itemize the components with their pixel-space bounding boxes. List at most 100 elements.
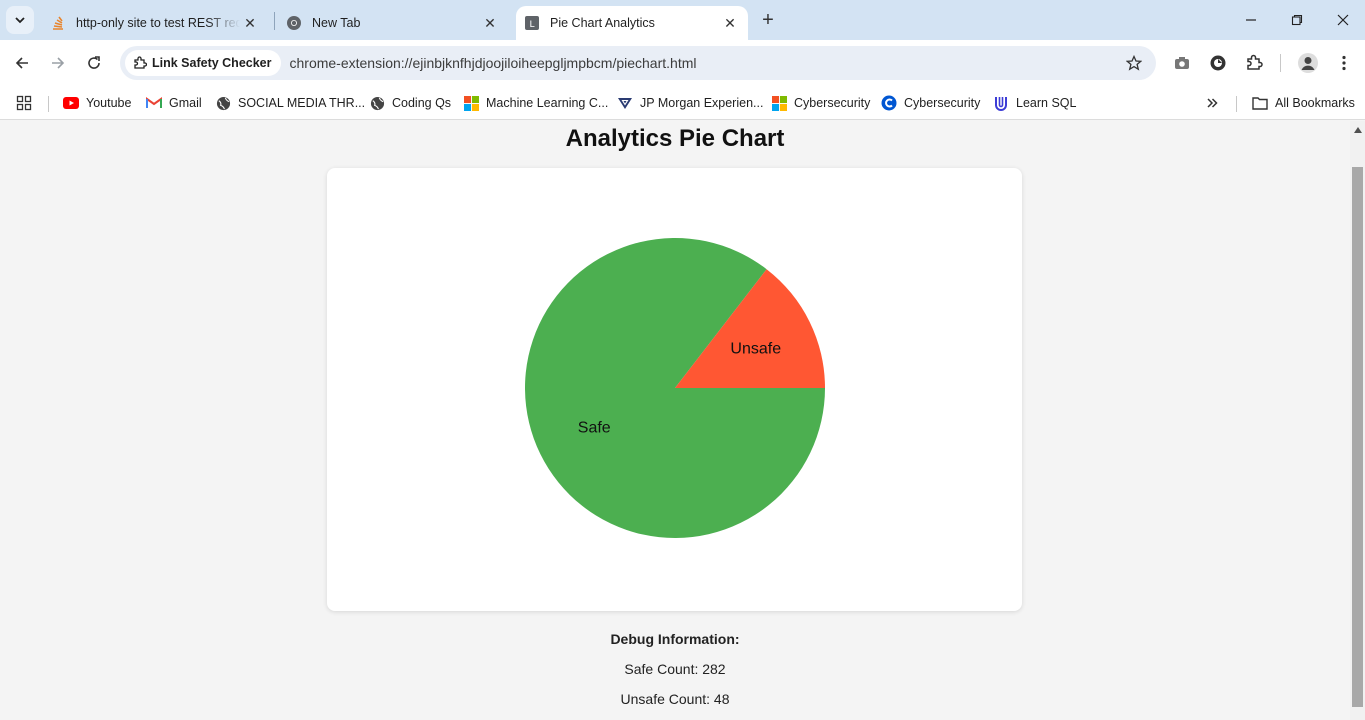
tab-pie-chart-analytics[interactable]: L Pie Chart Analytics ✕ [516,6,748,40]
bookmark-label: SOCIAL MEDIA THR... [238,96,366,110]
apps-button[interactable] [16,92,39,114]
close-icon[interactable]: ✕ [244,14,256,31]
bookmark-label: Gmail [169,96,202,110]
extension-chip-label: Link Safety Checker [152,56,272,70]
bookmark-cybersecurity-ms[interactable]: Cybersecurity [771,92,870,114]
stack-icon [50,15,66,31]
bookmark-social-media[interactable]: SOCIAL MEDIA THR... [215,92,365,114]
extension-chip[interactable]: Link Safety Checker [125,50,281,76]
globe-icon [369,95,385,111]
toolbar: Link Safety Checker chrome-extension://e… [0,40,1365,86]
star-icon [1126,55,1142,71]
scrollbar-thumb[interactable] [1352,167,1363,707]
close-window-button[interactable] [1320,0,1365,40]
extension-button[interactable] [1206,51,1230,75]
microsoft-icon [771,95,787,111]
pie-chart: Safe Unsafe [525,238,825,538]
reload-icon [88,56,100,69]
arrow-left-icon [15,57,28,69]
reload-button[interactable] [80,49,108,77]
bookmark-machine-learning[interactable]: Machine Learning C... [463,92,608,114]
pie-slice-unsafe[interactable] [675,269,825,388]
toolbar-separator [1280,54,1281,72]
bookmark-learn-sql[interactable]: Learn SQL [993,92,1076,114]
bookmark-label: Learn SQL [1016,96,1077,110]
bookmarks-bar: Youtube Gmail SOCIAL MEDIA THR... Coding… [0,86,1365,120]
microsoft-icon [463,95,479,111]
back-button[interactable] [8,49,36,77]
safe-count: Safe Count: 282 [624,661,726,677]
tab-new-tab[interactable]: New Tab ✕ [278,6,510,40]
page-content: Analytics Pie Chart Safe Unsafe Debug Inf… [0,121,1350,720]
camera-icon [1175,57,1189,69]
pie-slice-safe[interactable] [525,238,825,538]
profile-button[interactable] [1296,51,1320,75]
letter-l-icon: L [524,15,540,31]
pie-label-unsafe: Unsafe [730,340,781,357]
close-icon[interactable]: ✕ [484,14,496,31]
arrow-right-icon [52,57,65,69]
bookmark-separator [1236,96,1237,112]
bookmark-label: Youtube [86,96,132,110]
bookmark-gmail[interactable]: Gmail [146,92,202,114]
close-icon [1337,14,1349,26]
minimize-icon [1246,19,1256,21]
restore-icon [1291,14,1303,26]
tab-search-button[interactable] [6,6,34,34]
unsafe-count: Unsafe Count: 48 [620,691,730,707]
avatar-icon [1298,53,1318,73]
chrome-icon [286,15,302,31]
extensions-menu-button[interactable] [1242,51,1266,75]
bookmark-label: Cybersecurity [904,96,981,110]
bookmark-jp-morgan[interactable]: JP Morgan Experien... [617,92,763,114]
minimize-button[interactable] [1228,0,1274,40]
bookmark-label: JP Morgan Experien... [640,96,764,110]
scrollbar[interactable] [1350,121,1365,720]
chart-card: Safe Unsafe [327,168,1022,611]
triangle-up-icon [1353,126,1362,133]
globe-icon [215,95,231,111]
coursera-icon [881,95,897,111]
debug-heading: Debug Information: [610,631,740,647]
tab-title: http-only site to test REST reque [76,16,240,30]
bookmark-separator [48,96,49,112]
bookmark-youtube[interactable]: Youtube [63,92,131,114]
all-bookmarks-label: All Bookmarks [1275,96,1355,110]
chevron-double-right-icon [1204,95,1220,111]
address-bar[interactable]: Link Safety Checker chrome-extension://e… [120,46,1156,80]
new-tab-button[interactable]: + [762,8,774,31]
restore-button[interactable] [1274,0,1320,40]
svg-text:L: L [529,20,534,30]
bookmark-label: Cybersecurity [794,96,871,110]
screenshot-button[interactable] [1170,51,1194,75]
gmail-icon [146,95,162,111]
tab-separator [274,12,275,30]
forward-button[interactable] [44,49,72,77]
close-icon[interactable]: ✕ [724,14,736,31]
udacity-icon [993,95,1009,111]
menu-button[interactable] [1332,51,1356,75]
all-bookmarks-button[interactable]: All Bookmarks [1252,92,1355,114]
bookmark-label: Coding Qs [392,96,452,110]
youtube-icon [63,95,79,111]
folder-icon [1252,95,1268,111]
puzzle-icon [133,56,147,70]
page-title: Analytics Pie Chart [565,125,785,152]
bookmark-star-button[interactable] [1124,53,1144,73]
scroll-up-button[interactable] [1350,121,1365,138]
bookmark-label: Machine Learning C... [486,96,609,110]
chevron-down-icon [15,17,25,24]
url-text[interactable]: chrome-extension://ejinbjknfhjdjoojiloih… [289,55,697,71]
tab-title: New Tab [312,16,361,30]
forage-icon [617,95,633,111]
puzzle-icon [1247,54,1263,70]
bookmark-coding-qs[interactable]: Coding Qs [369,92,451,114]
pie-label-safe: Safe [578,420,611,437]
tab-rest-site[interactable]: http-only site to test REST reque ✕ [40,6,270,40]
apps-grid-icon [16,95,32,111]
tab-strip: http-only site to test REST reque ✕ New … [0,0,1365,40]
more-bookmarks-button[interactable] [1204,92,1227,114]
kebab-menu-icon [1342,55,1346,71]
tab-title: Pie Chart Analytics [550,16,655,30]
bookmark-cybersecurity-coursera[interactable]: Cybersecurity [881,92,980,114]
